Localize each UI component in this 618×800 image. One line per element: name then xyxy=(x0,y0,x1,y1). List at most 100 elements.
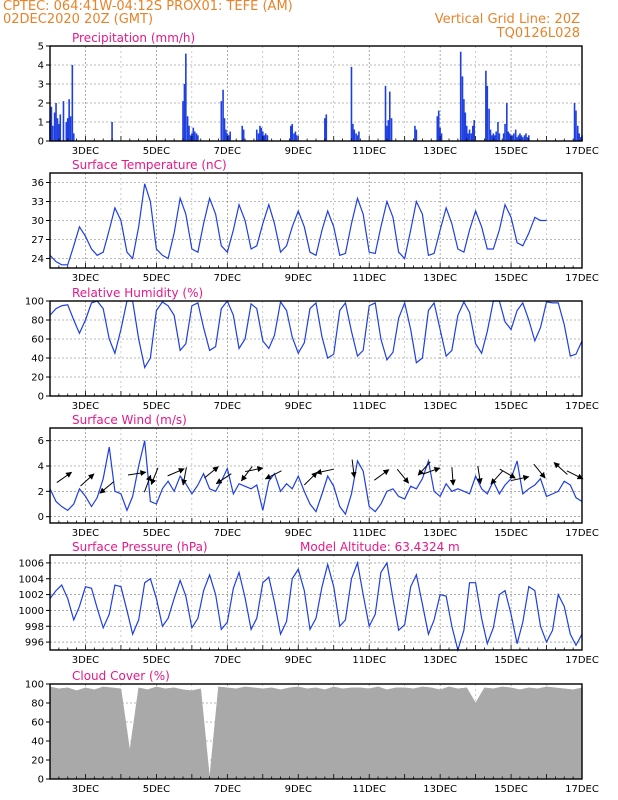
precip-bar xyxy=(350,66,353,141)
y-tick-label: 3 xyxy=(38,80,44,91)
wind-vector-arrow xyxy=(245,466,264,473)
x-tick-label: 3DEC xyxy=(72,401,99,412)
precip-bar xyxy=(488,108,490,141)
series-cloud xyxy=(49,686,583,780)
wind-vector-arrow xyxy=(303,471,318,486)
precip-bar xyxy=(436,116,439,141)
x-tick-label: 5DEC xyxy=(143,655,170,666)
x-tick-label: 15DEC xyxy=(494,273,528,284)
y-tick-label: 1004 xyxy=(19,574,44,585)
x-tick-label: 17DEC xyxy=(565,401,599,412)
x-tick-label: 9DEC xyxy=(285,273,312,284)
panel-precip: Precipitation (mm/h) 0 1 2 3 4 5 3DEC 5DEC 7DEC 9D… xyxy=(38,31,599,157)
precip-bar xyxy=(188,125,190,141)
precip-bar xyxy=(575,110,577,141)
wind-vector-arrow xyxy=(350,459,357,479)
precip-bar xyxy=(260,127,263,141)
wind-vector-arrow xyxy=(215,473,232,485)
x-tick-label: 5DEC xyxy=(143,784,170,795)
precip-bar xyxy=(356,135,359,141)
x-tick-label: 5DEC xyxy=(143,401,170,412)
panel-cloud: Cloud Cover (%) 0 20 40 60 80 100 3DEC 5DEC 7DEC 9… xyxy=(25,669,599,795)
x-tick-label: 13DEC xyxy=(423,273,457,284)
precip-bar xyxy=(390,118,393,141)
series-wind xyxy=(49,440,583,516)
precip-bar xyxy=(56,118,59,141)
wind-vector-arrow xyxy=(241,466,253,482)
precip-bar xyxy=(59,114,62,141)
precip-bar xyxy=(71,65,74,141)
precip-bar xyxy=(264,133,267,141)
precip-bar xyxy=(440,133,443,141)
precip-bar xyxy=(470,133,473,141)
precip-bar xyxy=(242,129,245,141)
x-tick-label: 15DEC xyxy=(494,146,528,157)
precip-bar xyxy=(520,135,523,141)
x-tick-label: 3DEC xyxy=(72,273,99,284)
panel-rh: Relative Humidity (%) 0 20 40 60 80 100 3DEC 5DE… xyxy=(25,286,599,412)
precip-bar xyxy=(517,135,520,141)
x-tick-label: 7DEC xyxy=(214,273,241,284)
precip-bar xyxy=(69,116,72,141)
panel-frame xyxy=(49,300,583,397)
y-tick-label: 36 xyxy=(31,178,44,189)
x-tick-label: 11DEC xyxy=(352,273,386,284)
precip-bar xyxy=(514,129,517,141)
precip-bar xyxy=(263,135,266,141)
x-tick-label: 7DEC xyxy=(214,655,241,666)
precip-bar xyxy=(437,110,440,141)
precip-bar xyxy=(521,137,524,141)
wind-vector-arrow xyxy=(150,467,159,486)
x-tick-label: 13DEC xyxy=(423,146,457,157)
y-tick-label: 5 xyxy=(38,42,44,53)
x-tick-label: 9DEC xyxy=(285,146,312,157)
precip-bar xyxy=(489,129,492,141)
y-tick-label: 20 xyxy=(31,373,44,384)
precip-bar xyxy=(528,135,530,141)
precip-bar xyxy=(492,133,495,141)
y-tick-label: 24 xyxy=(31,254,44,265)
wind-vector-arrow xyxy=(422,467,441,475)
wind-vector-arrow xyxy=(315,468,334,475)
x-tick-label: 17DEC xyxy=(565,146,599,157)
x-tick-label: 15DEC xyxy=(494,655,528,666)
wind-vector-arrow xyxy=(553,462,568,475)
panel-frame xyxy=(49,427,583,524)
x-tick-label: 17DEC xyxy=(565,655,599,666)
panel-wind: Surface Wind (m/s) 0 2 4 6 3DEC 5DEC 7DEC 9DEC 11… xyxy=(38,413,599,539)
precip-bar xyxy=(504,123,506,141)
x-tick-label: 3DEC xyxy=(72,528,99,539)
wind-vector-arrow xyxy=(490,470,504,485)
precip-bar xyxy=(259,125,261,141)
precip-bar xyxy=(195,133,198,141)
y-tick-label: 0 xyxy=(38,512,44,523)
precip-bar xyxy=(325,114,328,141)
precip-bar xyxy=(241,125,244,141)
precip-bar xyxy=(189,135,192,141)
temp-line xyxy=(49,183,547,266)
x-tick-label: 7DEC xyxy=(214,401,241,412)
wind-vector-arrow xyxy=(374,469,390,481)
precip-bar xyxy=(294,131,297,141)
wind-vector-arrow xyxy=(417,461,431,476)
precip-bar xyxy=(414,125,416,141)
precip-bar xyxy=(508,133,511,141)
y-tick-label: 0 xyxy=(38,775,44,786)
precip-bar xyxy=(193,131,196,141)
precip-bar xyxy=(485,70,487,141)
precip-bar xyxy=(355,133,357,141)
precip-bar xyxy=(525,133,527,141)
precip-bar xyxy=(526,137,529,141)
y-tick-label: 20 xyxy=(31,756,44,767)
y-tick-label: 1 xyxy=(38,118,44,129)
x-tick-label: 5DEC xyxy=(143,528,170,539)
y-tick-label: 40 xyxy=(31,354,44,365)
precip-bar xyxy=(387,120,390,141)
precip-bar xyxy=(182,101,184,141)
wind-vectors xyxy=(56,459,584,494)
precip-bar xyxy=(486,85,489,141)
precip-bar xyxy=(502,133,505,141)
precip-bar xyxy=(473,120,475,141)
precip-bar xyxy=(491,135,493,141)
